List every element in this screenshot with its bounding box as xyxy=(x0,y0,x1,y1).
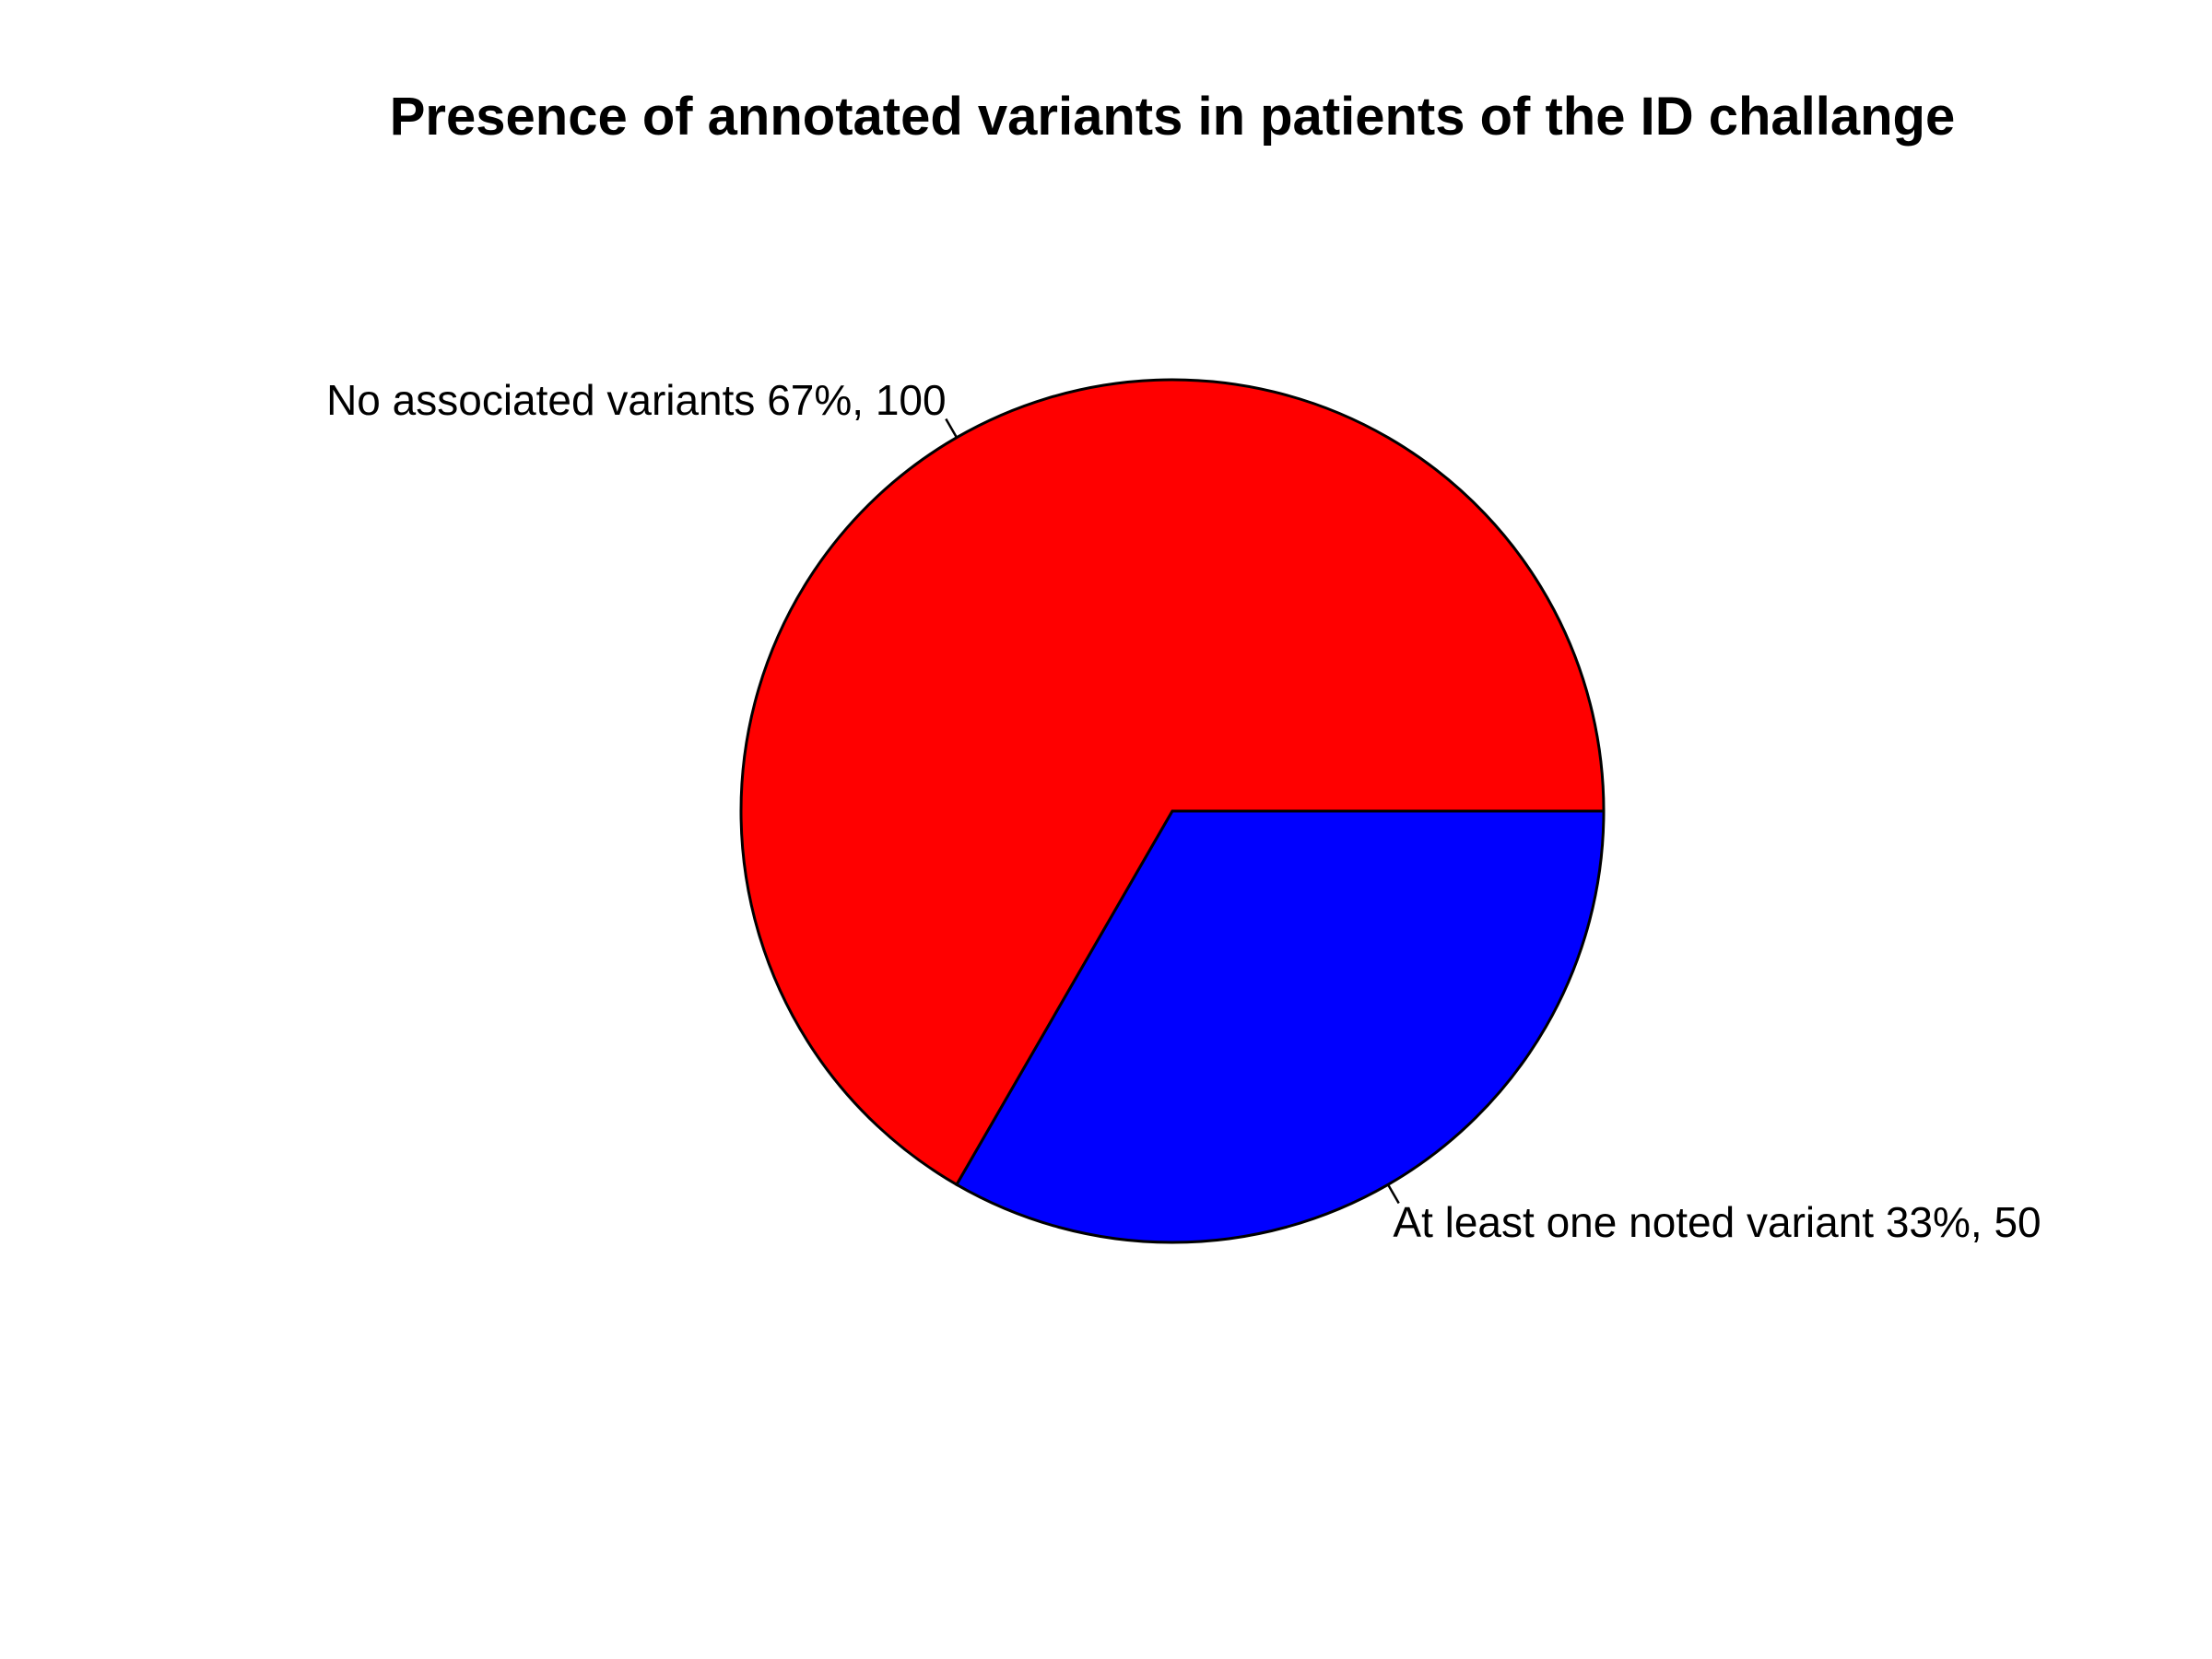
pie-label-tick-1 xyxy=(1386,1183,1400,1205)
pie-slice-label-0: No associated variants 67%, 100 xyxy=(326,376,947,424)
pie-label-tick-0 xyxy=(945,418,959,439)
chart-title: Presence of annotated variants in patien… xyxy=(390,87,1956,147)
pie-labels: No associated variants 67%, 100 At least … xyxy=(326,376,2041,1246)
pie-slice-label-1: At least one noted variant 33%, 50 xyxy=(1393,1198,2041,1246)
pie-slice-0 xyxy=(739,378,1606,1187)
pie-slice-1 xyxy=(954,809,1606,1244)
pie-slices xyxy=(739,378,1606,1244)
